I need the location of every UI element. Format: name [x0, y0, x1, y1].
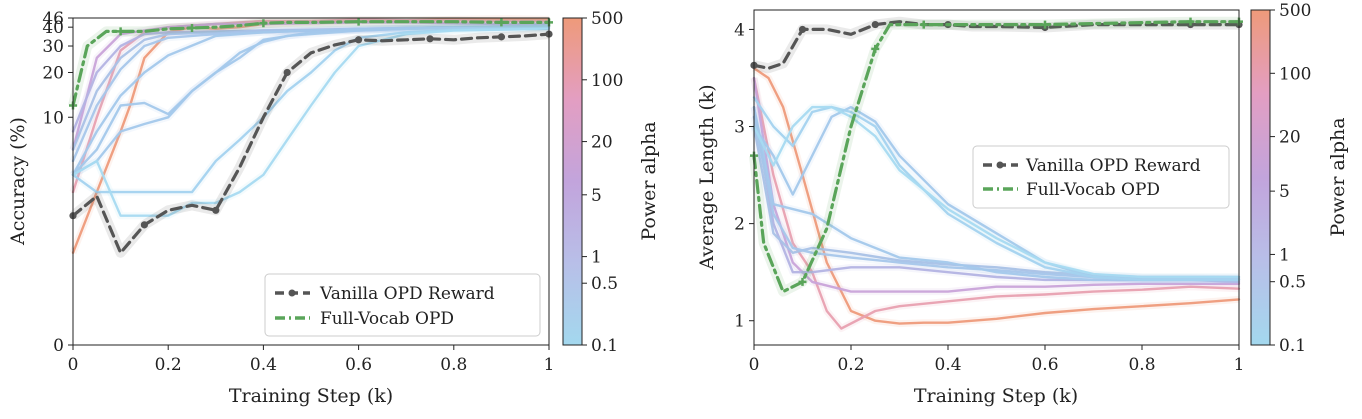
accuracy-vanilla-point: [426, 35, 434, 43]
accuracy-series-group: [68, 15, 553, 258]
length-y-tick-label: 4: [734, 20, 745, 40]
accuracy-y-tick-label: 40: [42, 18, 64, 38]
accuracy-vanilla-point: [355, 36, 363, 44]
accuracy-fullvocab-point: [188, 23, 196, 32]
accuracy-y-tick-label: 0: [53, 336, 64, 356]
length-vanilla-point: [871, 20, 879, 29]
length-fullvocab-point: [1041, 20, 1049, 29]
length-fullvocab-point: [1186, 17, 1195, 26]
accuracy-x-tick-label: 0.2: [155, 355, 182, 375]
accuracy-series-alpha-0.5: [71, 25, 551, 177]
accuracy-y-tick-label: 30: [42, 37, 64, 57]
colorbar-tick-label: 1: [591, 248, 602, 268]
accuracy-vanilla-point: [212, 206, 220, 214]
accuracy-x-tick-label: 1: [544, 355, 555, 375]
accuracy-axes-box: [72, 17, 550, 346]
accuracy-y-tick-label: 10: [42, 108, 64, 128]
legend-vanilla-label: Vanilla OPD Reward: [1025, 156, 1201, 176]
length-series-group: [749, 16, 1243, 332]
length-series-alpha-500: [752, 67, 1241, 325]
colorbar-right-title: Power alpha: [1327, 117, 1349, 236]
length-fullvocab-point: [798, 277, 807, 286]
colorbar-tick-label: 0.1: [1279, 336, 1306, 356]
colorbar-tick-label: 5: [1279, 182, 1290, 202]
length-y-tick-label: 1: [734, 312, 745, 332]
colorbar-left-title: Power alpha: [638, 121, 660, 240]
length-legend: Vanilla OPD Reward Full-Vocab OPD: [972, 145, 1230, 209]
accuracy-x-ticks: 0 0.2 0.4 0.6 0.8 1: [68, 345, 555, 375]
accuracy-fullvocab-point: [354, 17, 363, 26]
length-y-ticks: 1 2 3 4: [734, 20, 754, 332]
accuracy-fullvocab-point: [259, 19, 268, 28]
length-x-tick-label: 0.6: [1031, 355, 1058, 375]
length-x-axis-title: Training Step (k): [914, 385, 1078, 407]
colorbar-right-ticks: 500 100 20 5 1 0.5 0.1: [1270, 1, 1311, 356]
accuracy-series-vanilla-opd-reward: [71, 32, 551, 255]
colorbar-tick-label: 100: [1279, 64, 1311, 84]
legend-vanilla-marker: [288, 289, 296, 297]
accuracy-y-tick-label: 46: [42, 9, 64, 29]
colorbar-left: 500 100 20 5 1 0.5 0.1 Power alpha: [562, 9, 660, 356]
accuracy-series-alpha-0.1: [71, 27, 551, 217]
length-axes-box: [753, 9, 1240, 346]
accuracy-legend: Vanilla OPD Reward Full-Vocab OPD: [264, 273, 541, 337]
colorbar-tick-label: 0.5: [1279, 273, 1306, 293]
length-series-alpha-0.1: [752, 96, 1241, 282]
length-series-alpha-100: [752, 76, 1241, 330]
legend-fullvocab-label: Full-Vocab OPD: [1026, 180, 1160, 200]
length-series-alpha-0.1: [752, 105, 1241, 279]
accuracy-x-tick-label: 0.8: [440, 355, 467, 375]
colorbar-tick-label: 1: [1279, 245, 1290, 265]
colorbar-right: 500 100 20 5 1 0.5 0.1 Power alpha: [1250, 1, 1349, 356]
length-y-tick-label: 2: [734, 215, 745, 235]
accuracy-x-tick-label: 0: [68, 355, 79, 375]
length-x-tick-label: 0.8: [1128, 355, 1155, 375]
length-x-tick-label: 0: [749, 355, 760, 375]
length-x-ticks: 0 0.2 0.4 0.6 0.8 1: [749, 345, 1245, 375]
length-series-alpha-20: [752, 76, 1241, 293]
accuracy-x-tick-label: 0.6: [345, 355, 372, 375]
length-chart: 0 0.2 0.4 0.6 0.8 1 1 2 3 4 Training Step (k) Av…: [696, 9, 1245, 407]
accuracy-fullvocab-point: [497, 18, 506, 27]
accuracy-y-axis-title: Accuracy (%): [7, 117, 29, 246]
colorbar-right-gradient: [1250, 9, 1271, 346]
accuracy-x-axis-title: Training Step (k): [229, 385, 393, 407]
colorbar-tick-label: 5: [591, 186, 602, 206]
colorbar-tick-label: 500: [591, 9, 623, 29]
colorbar-left-gradient: [562, 17, 583, 346]
length-fullvocab-point: [919, 20, 928, 29]
accuracy-fullvocab-point: [116, 27, 125, 36]
length-series-full-vocab-opd: [752, 20, 1241, 294]
length-legend-box: [972, 145, 1230, 209]
length-x-tick-label: 0.2: [837, 355, 864, 375]
accuracy-legend-box: [264, 273, 541, 337]
colorbar-tick-label: 20: [591, 133, 613, 153]
colorbar-tick-label: 0.1: [591, 336, 618, 356]
length-vanilla-point: [798, 25, 807, 34]
accuracy-y-tick-label: 20: [42, 63, 64, 83]
colorbar-tick-label: 0.5: [591, 274, 618, 294]
legend-vanilla-label: Vanilla OPD Reward: [319, 284, 495, 304]
colorbar-tick-label: 500: [1279, 1, 1311, 21]
accuracy-x-tick-label: 0.4: [250, 355, 277, 375]
accuracy-series-full-vocab-opd: [71, 20, 551, 108]
length-x-tick-label: 1: [1234, 355, 1245, 375]
legend-fullvocab-label: Full-Vocab OPD: [320, 309, 454, 329]
legend-vanilla-marker: [996, 161, 1004, 169]
length-y-tick-label: 3: [734, 118, 745, 138]
length-y-axis-title: Average Length (k): [696, 84, 718, 270]
accuracy-vanilla-point: [140, 221, 148, 229]
colorbar-tick-label: 20: [1279, 128, 1301, 148]
accuracy-vanilla-point: [497, 33, 505, 41]
accuracy-vanilla-point: [283, 68, 291, 77]
colorbar-tick-label: 100: [591, 71, 623, 91]
length-fullvocab-point: [871, 44, 880, 53]
colorbar-left-ticks: 500 100 20 5 1 0.5 0.1: [582, 9, 623, 356]
length-x-tick-label: 0.4: [934, 355, 961, 375]
